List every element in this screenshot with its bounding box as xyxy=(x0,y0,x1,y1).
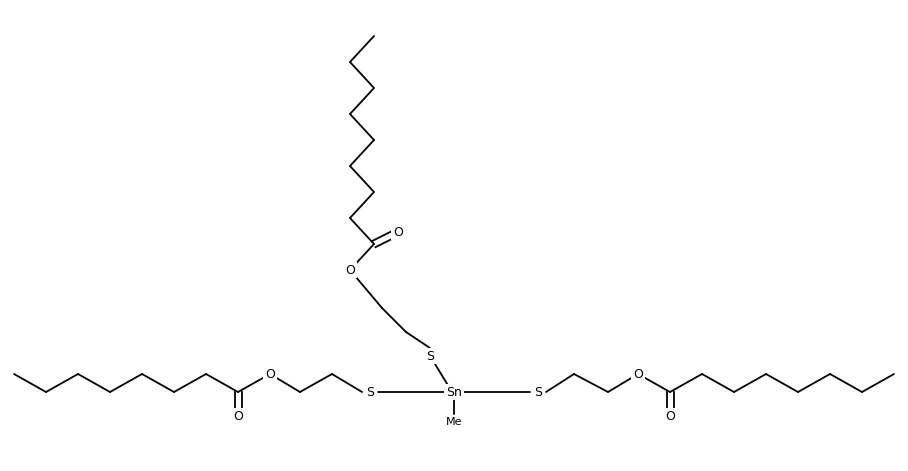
Text: S: S xyxy=(534,385,542,398)
Text: O: O xyxy=(393,226,403,238)
Text: Me: Me xyxy=(446,417,462,427)
Text: O: O xyxy=(633,367,643,381)
Text: O: O xyxy=(665,409,675,422)
Text: O: O xyxy=(345,263,355,276)
Text: S: S xyxy=(366,385,374,398)
Text: S: S xyxy=(426,349,434,363)
Text: O: O xyxy=(265,367,275,381)
Text: O: O xyxy=(233,409,243,422)
Text: Sn: Sn xyxy=(446,385,462,398)
